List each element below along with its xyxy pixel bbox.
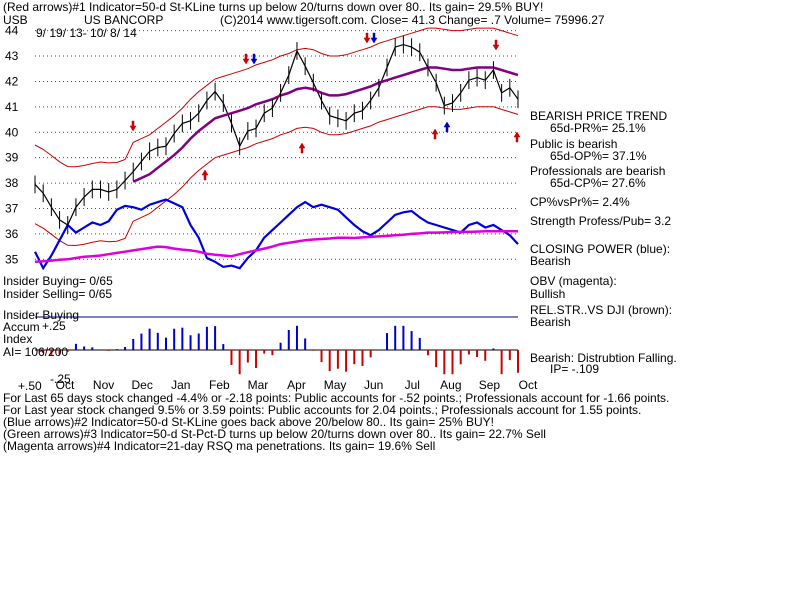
insider-buying-label: Insider Buying= 0/65 [3,274,113,288]
month-label: Oct [519,378,538,392]
accum-tick-p50: +.50 [18,379,42,393]
month-label: Oct [56,378,75,392]
indicator-1-label: (Red arrows)#1 Indicator=50-d St-KLine t… [3,0,544,14]
month-label: Sep [479,378,501,392]
rel-str-status: Bearish [530,315,571,329]
closing-power-status: Bearish [530,254,571,268]
price-tick-label: 40 [5,125,19,139]
buy-arrow-icon [513,131,521,143]
sell-arrow-icon [242,53,250,65]
obv-status: Bullish [530,287,566,301]
sell-arrow-icon [370,32,378,44]
price-tick-label: 43 [5,49,19,63]
accum-title-1: Insider Buying [3,308,80,322]
price-tick-label: 39 [5,151,19,165]
month-label: Aug [440,378,461,392]
footer-line-2: For Last year stock changed 9.5% or 3.59… [3,403,642,417]
accum-tick-p25: +.25 [42,319,66,333]
price-line [34,43,519,226]
ip-label: IP= -.109 [550,362,600,376]
month-label: Mar [248,378,269,392]
accum-title-3: Index [3,332,33,346]
pr-percent-label: 65d-PR%= 25.1% [550,121,646,135]
month-label: Jan [171,378,190,392]
quote-info: (C)2014 www.tigersoft.com. Close= 41.3 C… [220,13,605,27]
month-label: May [324,378,347,392]
cp-vs-pr-label: CP%vsPr%= 2.4% [530,195,630,209]
buy-arrow-icon [443,121,451,133]
date-range: 9/ 19/ 13- 10/ 8/ 14 [36,26,137,40]
insider-selling-label: Insider Selling= 0/65 [3,287,113,301]
month-label: Dec [131,378,152,392]
closing-power-line [34,198,519,271]
price-tick-label: 42 [5,74,19,88]
op-percent-label: 65d-OP%= 37.1% [550,149,647,163]
ticker-symbol: USB [3,13,28,27]
accum-tick-m25: -.25 [50,372,71,386]
sell-arrow-icon [492,39,500,51]
ai-label: AI= 106/200 [3,345,69,359]
price-tick-label: 37 [5,201,19,215]
buy-arrow-icon [431,128,439,140]
price-tick-label: 38 [5,176,19,190]
month-label: Nov [93,378,114,392]
cp-percent-label: 65d-CP%= 27.6% [550,176,646,190]
moving-average-line [132,66,519,183]
accum-title-2: Accum [3,320,40,334]
buy-arrow-icon [298,142,306,154]
lower-band-line [34,106,519,247]
buy-arrow-icon [201,169,209,181]
month-label: Jul [405,378,420,392]
strength-label: Strength Profess/Pub= 3.2 [530,214,672,228]
month-label: Jun [364,378,383,392]
footer-line-4: (Green arrows)#3 Indicator=50-d St-Pct-D… [3,427,546,441]
price-tick-label: 44 [5,24,19,38]
sell-arrow-icon [129,120,137,132]
obv-label: OBV (magenta): [530,274,617,288]
month-label: Feb [209,378,230,392]
obv-line [34,230,518,264]
closing-power-label: CLOSING POWER (blue): [530,242,671,256]
company-name: US BANCORP [84,13,164,27]
upper-band-line [34,27,519,168]
price-tick-label: 41 [5,100,19,114]
price-trend-label: BEARISH PRICE TREND [530,109,668,123]
price-tick-label: 35 [5,252,19,266]
professionals-label: Professionals are bearish [530,164,666,178]
footer-line-3: (Blue arrows)#2 Indicator=50-d St-KLine … [3,415,494,429]
price-tick-label: 36 [5,227,19,241]
footer-line-5: (Magenta arrows)#4 Indicator=21-day RSQ … [3,439,436,453]
sell-arrow-icon [250,53,258,65]
footer-line-1: For Last 65 days stock changed -4.4% or … [3,391,670,405]
public-label: Public is bearish [530,137,618,151]
rel-str-label: REL.STR..VS DJI (brown): [530,303,673,317]
month-label: Apr [287,378,306,392]
distribution-label: Bearish: Distrubtion Falling. [530,351,677,365]
sell-arrow-icon [363,32,371,44]
